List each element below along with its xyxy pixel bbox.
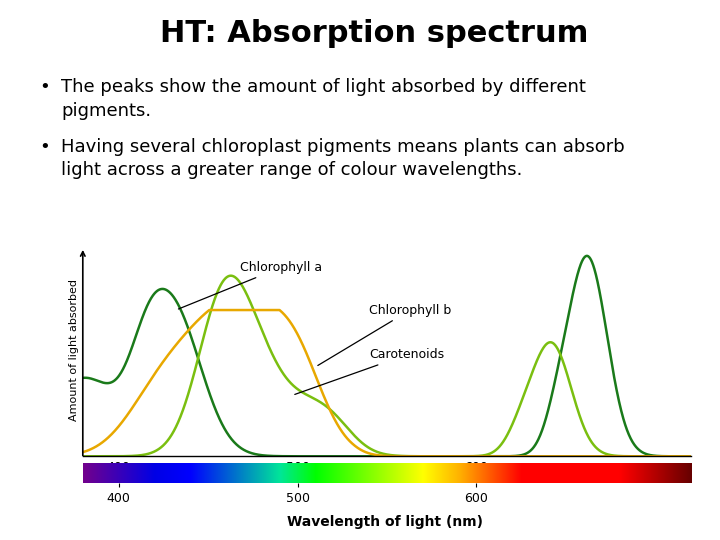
Text: Chlorophyll b: Chlorophyll b <box>318 303 451 366</box>
Text: Chlorophyll a: Chlorophyll a <box>179 261 323 309</box>
Text: HT: Absorption spectrum: HT: Absorption spectrum <box>161 19 588 48</box>
Text: Having several chloroplast pigments means plants can absorb
light across a great: Having several chloroplast pigments mean… <box>61 138 625 179</box>
Text: Carotenoids: Carotenoids <box>294 348 444 394</box>
Y-axis label: Amount of light absorbed: Amount of light absorbed <box>68 279 78 421</box>
Text: Wavelength of light (nm): Wavelength of light (nm) <box>287 515 483 529</box>
Text: •: • <box>40 138 50 156</box>
Text: •: • <box>40 78 50 96</box>
Text: The peaks show the amount of light absorbed by different
pigments.: The peaks show the amount of light absor… <box>61 78 586 120</box>
